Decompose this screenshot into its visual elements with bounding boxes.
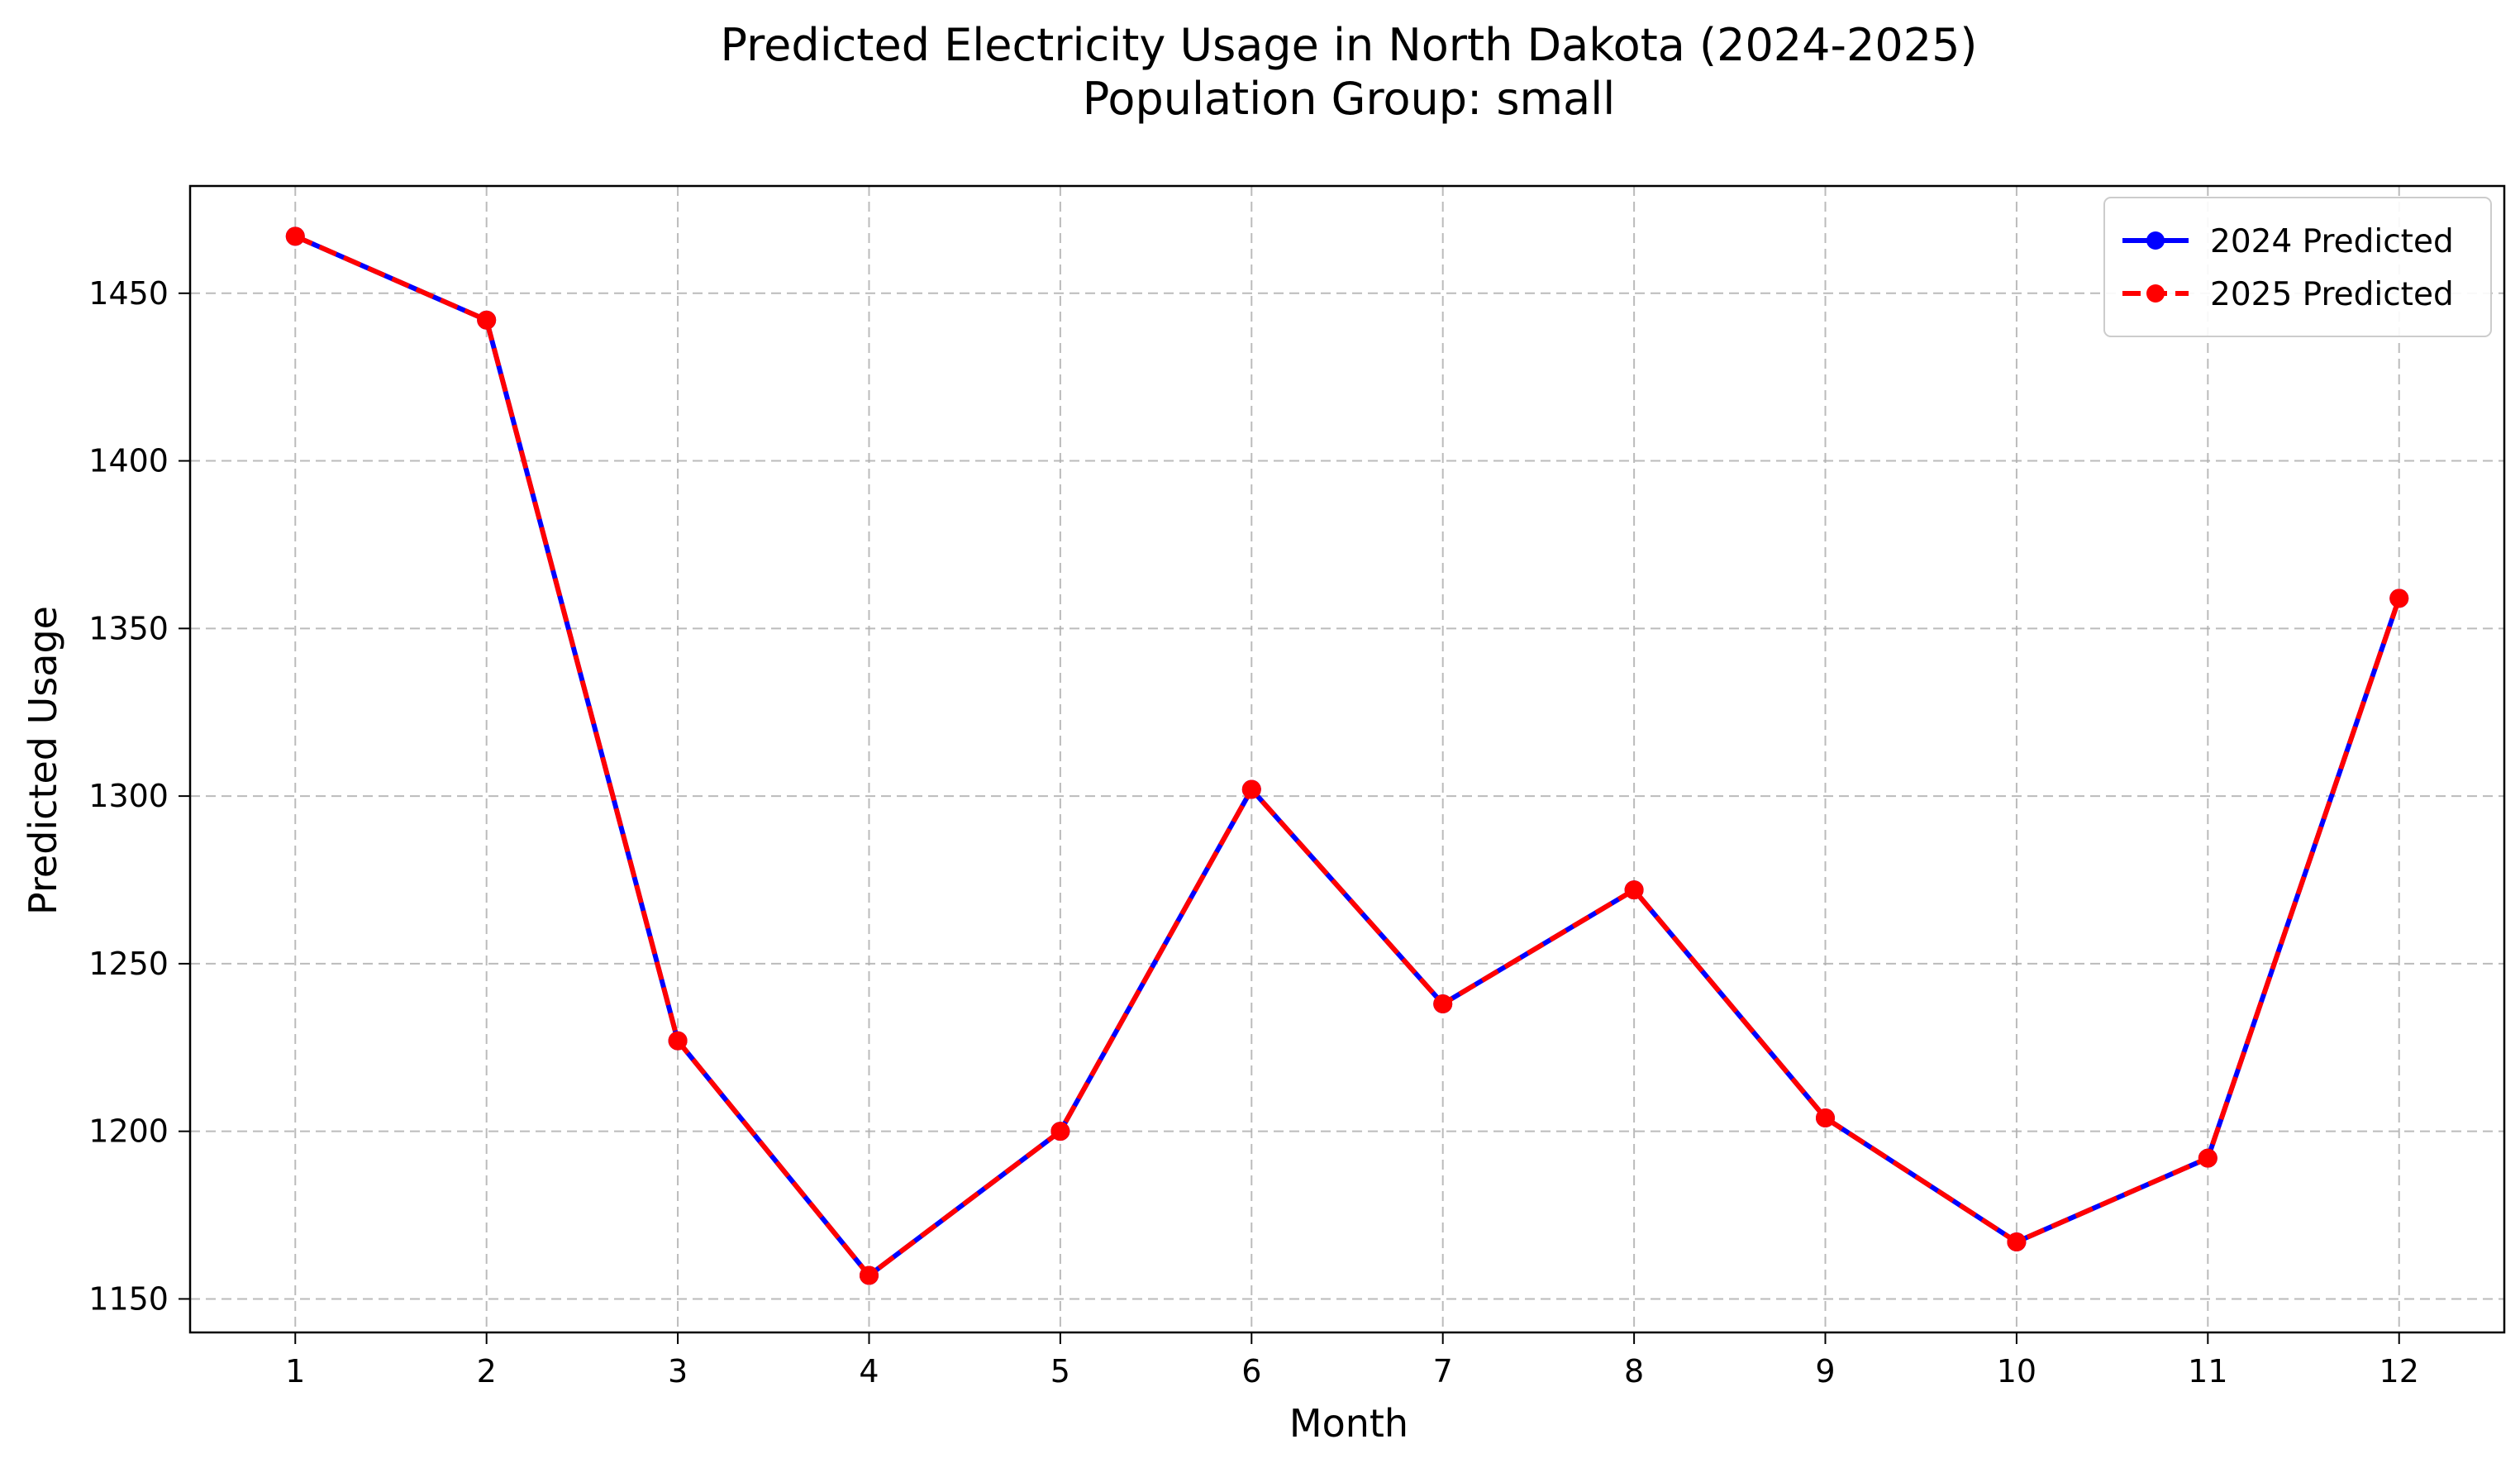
legend-entry-label: 2024 Predicted [2210, 223, 2454, 260]
legend-entry-label: 2025 Predicted [2210, 276, 2454, 313]
x-tick-label: 4 [859, 1353, 879, 1389]
x-tick-label: 2 [477, 1353, 497, 1389]
x-tick-label: 11 [2188, 1353, 2227, 1389]
legend-marker [2146, 231, 2165, 250]
y-tick-label: 1400 [88, 443, 169, 479]
x-tick-label: 9 [1815, 1353, 1835, 1389]
series-line [294, 234, 2402, 1279]
data-point [1050, 1122, 1070, 1142]
legend-marker [2146, 284, 2165, 303]
x-tick-label: 5 [1050, 1353, 1070, 1389]
data-point [1624, 880, 1644, 900]
y-tick-label: 1200 [88, 1113, 169, 1150]
data-point [859, 1265, 879, 1285]
x-tick-label: 1 [285, 1353, 305, 1389]
x-axis-label: Month [1289, 1401, 1408, 1446]
series-lines [285, 226, 2409, 1285]
y-tick-label: 1300 [88, 778, 169, 814]
x-tick-label: 12 [2379, 1353, 2419, 1389]
data-point [285, 226, 305, 246]
y-axis-label: Predicted Usage [21, 606, 65, 915]
y-tick-label: 1150 [88, 1280, 169, 1317]
grid-lines [190, 186, 2504, 1332]
legend: 2024 Predicted 2025 Predicted [2103, 197, 2492, 337]
plot-frame [188, 184, 2506, 1334]
axes: 1 2 3 4 5 6 7 8 9 10 11 121150120012501300135014001… [88, 184, 2506, 1389]
x-tick-label: 8 [1624, 1353, 1644, 1389]
x-tick-label: 3 [668, 1353, 688, 1389]
data-point [2198, 1148, 2218, 1168]
y-tick-label: 1450 [88, 275, 169, 312]
data-point [1241, 779, 1261, 799]
data-point [1433, 994, 1453, 1014]
data-point [477, 310, 497, 330]
chart-title: Predicted Electricity Usage in North Dak… [720, 19, 1977, 71]
y-tick-label: 1250 [88, 946, 169, 982]
x-tick-label: 7 [1433, 1353, 1453, 1389]
x-tick-label: 6 [1241, 1353, 1261, 1389]
x-tick-label: 10 [1997, 1353, 2036, 1389]
legend-box [2103, 197, 2492, 337]
data-point [1816, 1108, 1836, 1127]
data-point [2389, 589, 2409, 608]
y-tick-label: 1350 [88, 610, 169, 646]
chart-subtitle: Population Group: small [1083, 73, 1615, 125]
data-point [2007, 1232, 2027, 1251]
data-point [668, 1031, 688, 1051]
